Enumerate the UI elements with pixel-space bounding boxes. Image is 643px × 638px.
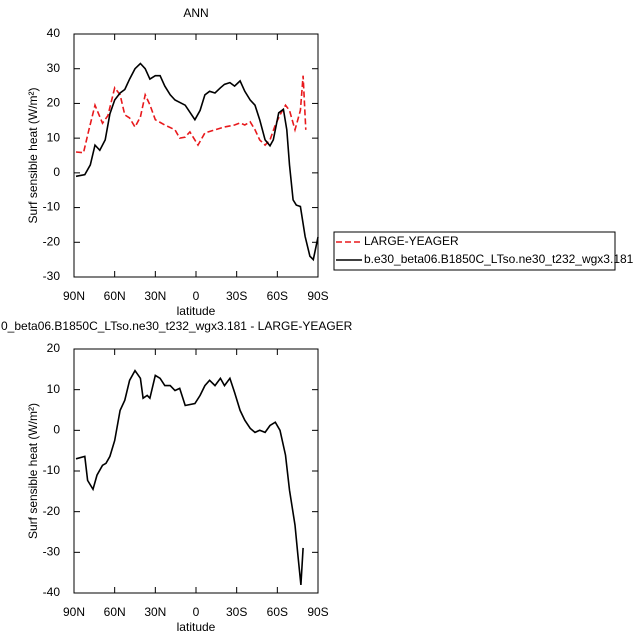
plot-frame — [73, 33, 319, 278]
y-tick-label: -30 — [43, 269, 61, 283]
legend-label: b.e30_beta06.B1850C_LTso.ne30_t232_wgx3.… — [364, 252, 634, 266]
y-tick-label: 20 — [47, 341, 61, 355]
x-tick-label: 0 — [193, 289, 200, 303]
x-tick-label: 90N — [63, 289, 85, 303]
chart-title: ANN — [183, 6, 208, 20]
x-tick-label: 90S — [307, 289, 328, 303]
x-tick-label: 0 — [193, 605, 200, 619]
y-tick-label: -10 — [43, 200, 61, 214]
x-tick-label: 30N — [144, 289, 166, 303]
y-tick-label: -20 — [43, 234, 61, 248]
x-tick-label: 90S — [307, 605, 328, 619]
plot-frame — [73, 348, 319, 594]
y-tick-label: 10 — [47, 382, 61, 396]
chart-title: 0_beta06.B1850C_LTso.ne30_t232_wgx3.181 … — [1, 319, 353, 333]
x-tick-label: 30N — [144, 605, 166, 619]
y-tick-label: 40 — [47, 26, 61, 40]
x-axis-label: latitude — [177, 620, 216, 634]
y-tick-label: 0 — [53, 165, 60, 179]
y-tick-label: -10 — [43, 463, 61, 477]
x-tick-label: 30S — [226, 605, 247, 619]
legend-box — [333, 231, 616, 271]
y-tick-label: 0 — [53, 423, 60, 437]
x-tick-label: 60N — [104, 605, 126, 619]
y-axis-label: Surf sensible heat (W/m²) — [26, 403, 40, 539]
y-tick-label: 20 — [47, 96, 61, 110]
x-tick-label: 30S — [226, 289, 247, 303]
legend-label: LARGE-YEAGER — [364, 234, 459, 248]
y-axis-label: Surf sensible heat (W/m²) — [26, 87, 40, 223]
x-tick-label: 60S — [267, 289, 288, 303]
data-line — [75, 369, 304, 585]
x-tick-label: 60S — [267, 605, 288, 619]
y-tick-label: -30 — [43, 545, 61, 559]
y-tick-label: 30 — [47, 61, 61, 75]
data-line — [75, 62, 319, 262]
y-tick-label: -20 — [43, 504, 61, 518]
x-tick-label: 60N — [104, 289, 126, 303]
x-tick-label: 90N — [63, 605, 85, 619]
y-tick-label: -40 — [43, 585, 61, 599]
y-tick-label: 10 — [47, 130, 61, 144]
x-axis-label: latitude — [177, 304, 216, 318]
